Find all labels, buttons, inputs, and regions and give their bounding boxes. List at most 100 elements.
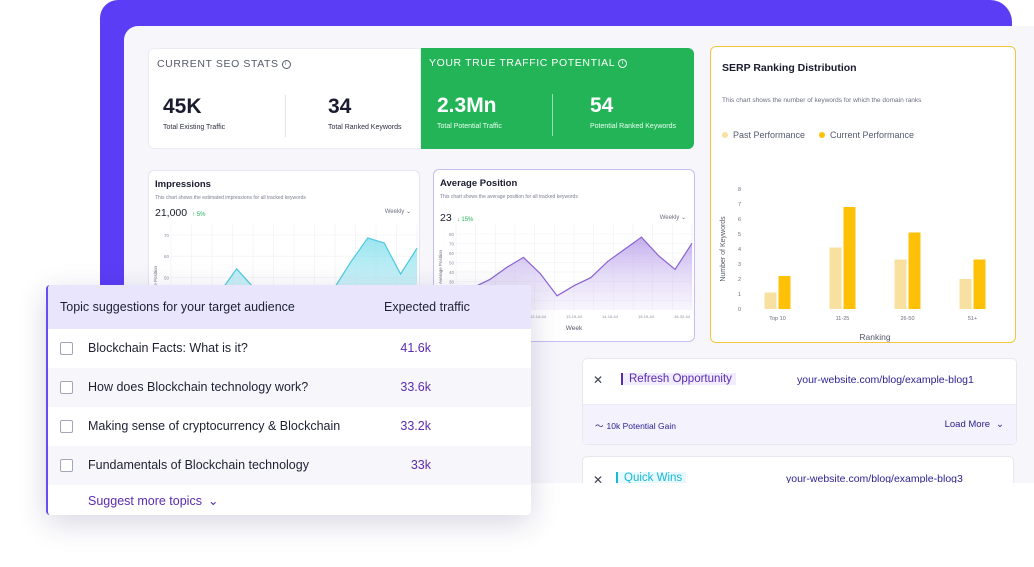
topic-row[interactable]: How does Blockchain technology work? 33.… bbox=[48, 368, 531, 407]
y-tick-label: 50 bbox=[449, 261, 455, 266]
topic-header-title: Topic suggestions for your target audien… bbox=[60, 300, 295, 314]
potential-traffic-stat: 2.3Mn Total Potential Traffic bbox=[437, 94, 502, 130]
ranked-keywords-value: 34 bbox=[328, 95, 352, 118]
info-icon[interactable]: i bbox=[618, 58, 628, 68]
potential-traffic-label: Total Potential Traffic bbox=[437, 123, 502, 130]
double-chevron-down-icon: ⌄ bbox=[207, 494, 219, 508]
topic-suggestions-panel: Topic suggestions for your target audien… bbox=[46, 285, 531, 515]
x-tick-label: Top 10 bbox=[769, 316, 786, 322]
y-axis-label: Average Position bbox=[153, 266, 158, 300]
trend-up-icon: 〜 bbox=[595, 421, 604, 431]
expected-traffic-header: Expected traffic bbox=[384, 300, 470, 314]
x-tick-label: 11-25 bbox=[836, 316, 850, 322]
y-tick-label: 70 bbox=[449, 242, 455, 247]
y-tick-label: 8 bbox=[738, 187, 741, 193]
true-traffic-potential: YOUR TRUE TRAFFIC POTENTIAL i 2.3Mn Tota… bbox=[421, 48, 694, 149]
opportunity-footer: 〜 10k Potential Gain Load More ⌄ bbox=[583, 404, 1016, 444]
opportunity-tag: Refresh Opportunity bbox=[621, 373, 736, 385]
serp-bar-chart: 0 1 2 3 4 5 6 7 8 Number of Keywords Top 10 11-25 26… bbox=[720, 187, 986, 342]
y-tick-label: 60 bbox=[164, 254, 170, 259]
y-tick-label: 50 bbox=[164, 275, 170, 280]
seo-dashboard: CURRENT SEO STATS i 45K Total Existing T… bbox=[124, 26, 1034, 483]
legend-current-label: Current Performance bbox=[830, 130, 915, 140]
x-tick-label: 51+ bbox=[968, 316, 977, 322]
y-axis-label: Average Position bbox=[438, 250, 443, 284]
avg-position-delta: ↓ 15% bbox=[456, 217, 474, 223]
x-axis-label: Week bbox=[566, 325, 583, 332]
serp-title: SERP Ranking Distribution bbox=[722, 62, 857, 74]
topic-checkbox[interactable] bbox=[60, 420, 73, 433]
topic-row[interactable]: Making sense of cryptocurrency & Blockch… bbox=[48, 407, 531, 446]
info-icon[interactable]: i bbox=[281, 59, 291, 69]
topic-label: Blockchain Facts: What is it? bbox=[88, 341, 248, 355]
y-tick-label: 3 bbox=[738, 262, 741, 268]
impressions-delta: ↑ 5% bbox=[192, 212, 206, 218]
topic-label: Making sense of cryptocurrency & Blockch… bbox=[88, 419, 341, 433]
topic-row[interactable]: Blockchain Facts: What is it? 41.6k bbox=[48, 329, 531, 368]
opportunity-url[interactable]: your-website.com/blog/example-blog1 bbox=[797, 374, 974, 386]
x-axis-label: Ranking bbox=[859, 332, 890, 342]
y-tick-label: 4 bbox=[738, 247, 741, 253]
traffic-potential-title: YOUR TRUE TRAFFIC POTENTIAL bbox=[429, 57, 616, 69]
bar-past bbox=[829, 247, 842, 309]
topic-checkbox[interactable] bbox=[60, 342, 73, 355]
opportunity-card-refresh: ✕ Refresh Opportunity your-website.com/b… bbox=[582, 358, 1017, 445]
potential-gain: 10k Potential Gain bbox=[606, 421, 676, 431]
impressions-title: Impressions bbox=[155, 179, 211, 190]
y-tick-label: 5 bbox=[738, 232, 741, 238]
x-tick-label: 12-14-44 bbox=[530, 314, 547, 319]
series-line bbox=[455, 236, 693, 297]
opportunity-url[interactable]: your-website.com/blog/example-blog3 bbox=[786, 473, 963, 483]
potential-keywords-label: Potential Ranked Keywords bbox=[590, 123, 676, 130]
topic-checkbox[interactable] bbox=[60, 459, 73, 472]
suggest-more-topics-button[interactable]: Suggest more topics ⌄ bbox=[88, 493, 219, 509]
bar-current bbox=[778, 276, 791, 309]
existing-traffic-stat: 45K Total Existing Traffic bbox=[163, 95, 225, 131]
bar-current bbox=[973, 259, 986, 309]
topic-suggestions-header: Topic suggestions for your target audien… bbox=[48, 285, 531, 329]
seo-stats-title: CURRENT SEO STATS bbox=[157, 58, 279, 70]
impressions-subtitle: This chart shows the estimated impressio… bbox=[155, 195, 306, 201]
impressions-period-select[interactable]: Weekly ⌄ bbox=[384, 209, 411, 215]
potential-traffic-value: 2.3Mn bbox=[437, 94, 497, 117]
topic-label: Fundamentals of Blockchain technology bbox=[88, 458, 309, 472]
divider bbox=[285, 95, 286, 137]
y-tick-label: 1 bbox=[738, 292, 741, 298]
avg-position-period-select[interactable]: Weekly ⌄ bbox=[659, 215, 686, 221]
y-tick-label: 2 bbox=[738, 277, 741, 283]
x-tick-label: 26-50 bbox=[900, 316, 914, 322]
topic-traffic: 33.6k bbox=[400, 380, 431, 394]
bar-current bbox=[843, 207, 856, 309]
x-tick-label: 14-16-44 bbox=[602, 314, 619, 319]
topic-row[interactable]: Fundamentals of Blockchain technology 33… bbox=[48, 446, 531, 485]
chevron-down-icon: ⌄ bbox=[996, 419, 1004, 430]
topic-checkbox[interactable] bbox=[60, 381, 73, 394]
topic-traffic: 41.6k bbox=[400, 341, 431, 355]
y-tick-label: 40 bbox=[449, 270, 455, 275]
legend-past-label: Past Performance bbox=[733, 130, 806, 140]
close-icon[interactable]: ✕ bbox=[593, 473, 604, 483]
potential-keywords-value: 54 bbox=[590, 94, 614, 117]
close-icon[interactable]: ✕ bbox=[593, 373, 604, 387]
suggest-more-label: Suggest more topics bbox=[88, 493, 202, 508]
avg-position-title: Average Position bbox=[440, 178, 518, 189]
x-tick-label: 15-19-44 bbox=[638, 314, 655, 319]
load-more-label: Load More bbox=[944, 419, 991, 430]
potential-keywords-stat: 54 Potential Ranked Keywords bbox=[590, 94, 676, 130]
y-axis-label: Number of Keywords bbox=[720, 216, 727, 282]
avg-position-subtitle: This chart shows the average position fo… bbox=[440, 194, 578, 200]
x-tick-label: 13-15-44 bbox=[566, 314, 583, 319]
y-tick-label: 30 bbox=[449, 280, 455, 285]
y-tick-label: 0 bbox=[738, 307, 741, 313]
ranked-keywords-stat: 34 Total Ranked Keywords bbox=[328, 95, 402, 131]
legend-past: Past Performance bbox=[722, 130, 805, 140]
topic-traffic: 33.2k bbox=[400, 419, 431, 433]
y-tick-label: 60 bbox=[449, 251, 455, 256]
legend-current-swatch bbox=[819, 132, 826, 138]
y-tick-label: 7 bbox=[738, 202, 741, 208]
ranked-keywords-label: Total Ranked Keywords bbox=[328, 124, 402, 131]
topic-traffic: 33k bbox=[410, 458, 431, 472]
existing-traffic-label: Total Existing Traffic bbox=[163, 124, 226, 131]
load-more-button[interactable]: Load More ⌄ bbox=[945, 419, 1004, 430]
legend-current: Current Performance bbox=[819, 130, 914, 140]
